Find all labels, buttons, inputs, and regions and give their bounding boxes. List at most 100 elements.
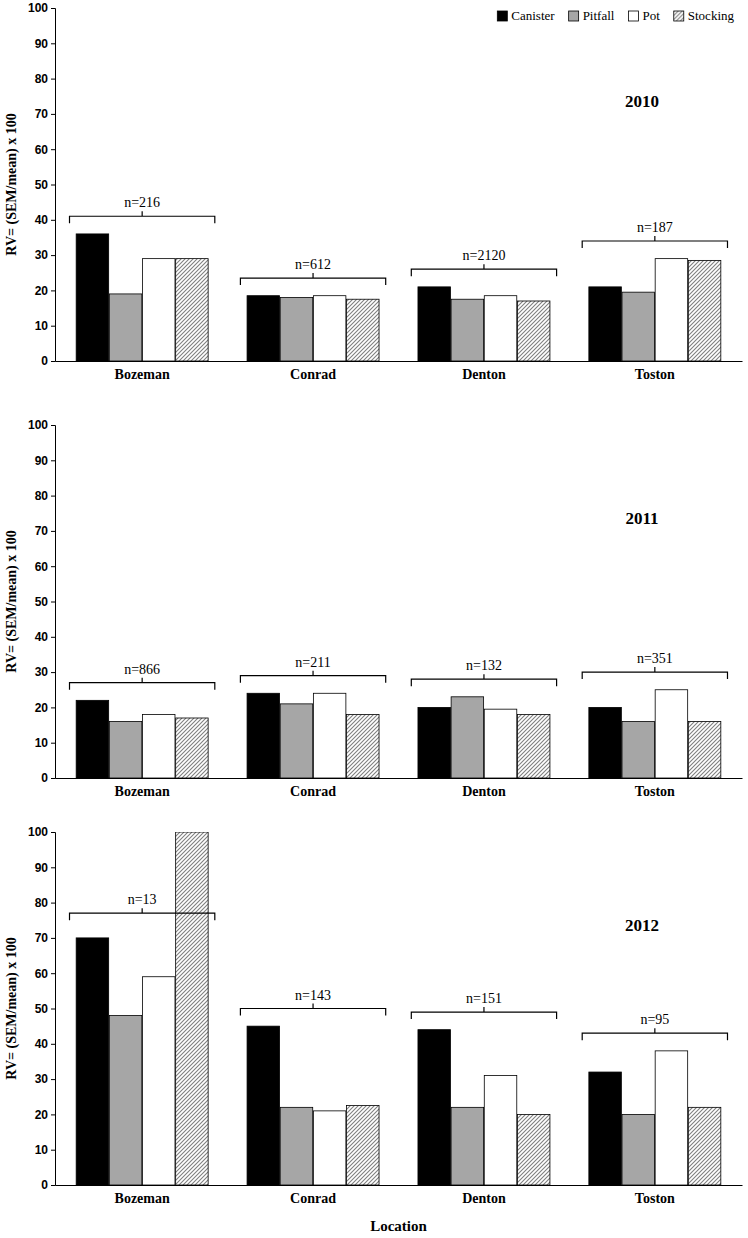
tick: 100 [28,1,55,15]
tick: 0 [41,354,55,368]
bar [247,693,279,778]
bar [451,299,483,361]
tick-mark [51,531,55,532]
tick-mark [51,326,55,327]
tick: Denton [462,778,506,799]
bar [142,977,174,1185]
bar [280,297,312,361]
annotation: n=216 [124,195,160,210]
tick-label: 20 [35,701,49,715]
tick-label: 30 [35,665,49,679]
bracket [240,671,385,683]
tick-label: Toston [635,367,675,382]
x-axis: BozemanConradDentonToston [56,778,743,799]
legend-item: Stocking [674,8,735,23]
tick-label: 40 [35,213,49,227]
bar [418,287,450,361]
tick: 60 [35,560,55,574]
tick-label: 60 [35,967,49,981]
tick-label: 10 [35,1143,49,1157]
tick: Bozeman [115,778,170,799]
bracket [582,667,727,679]
tick-mark [51,903,55,904]
bar [313,693,345,778]
bar [688,1107,720,1185]
y-axis: 0102030405060708090100 [28,825,56,1192]
bar [589,287,621,361]
tick-label: 90 [35,861,49,875]
tick: 10 [35,1143,55,1157]
bracket [70,908,215,920]
tick-mark [51,114,55,115]
tick: 80 [35,896,55,910]
tick-mark [51,1185,55,1186]
tick: 40 [35,1037,55,1051]
tick: 70 [35,107,55,121]
tick-mark [51,1150,55,1151]
panel: 0102030405060708090100BozemanConradDento… [4,1,743,382]
bar [109,722,141,778]
tick-label: Denton [462,367,506,382]
tick-mark [51,255,55,256]
tick-label: 50 [35,178,49,192]
tick: Toston [635,778,675,799]
bar [109,294,141,361]
bracket [70,678,215,690]
legend-swatch [497,11,507,21]
bar [247,1026,279,1185]
tick-label: 30 [35,1072,49,1086]
figure: 0 10 20 30 40 50 60 70 80 90 100 Bozeman Conrad Dento… [0,0,748,1238]
tick-mark [51,1114,55,1115]
legend-label: Stocking [688,8,735,23]
bar [484,296,516,361]
tick-label: 10 [35,736,49,750]
bracket [411,674,556,686]
tick-label: Denton [462,784,506,799]
bar [688,722,720,778]
tick-mark [51,566,55,567]
bar [347,1106,379,1185]
tick-mark [51,8,55,9]
tick-mark [51,220,55,221]
bar [176,259,208,361]
bracket [582,1028,727,1040]
y-axis: 0102030405060708090100 [28,418,56,785]
tick-mark [51,1079,55,1080]
tick-label: 30 [35,248,49,262]
bar [76,700,108,778]
axis-title: Location [370,1218,427,1234]
legend-label: Canister [511,8,555,23]
tick-mark [51,938,55,939]
annotation: n=2120 [462,248,505,263]
tick-label: Toston [635,1191,675,1206]
annotation: n=211 [295,655,330,670]
bar [484,709,516,778]
bar [142,259,174,361]
tick-mark [51,778,55,779]
tick: Conrad [290,361,336,382]
title: 2012 [625,916,659,935]
bar [176,718,208,778]
tick: 70 [35,524,55,538]
tick: 10 [35,319,55,333]
tick-label: 40 [35,630,49,644]
legend: CanisterPitfallPotStocking [497,8,734,23]
bar [347,714,379,778]
tick-label: 50 [35,1002,49,1016]
tick-label: Denton [462,1191,506,1206]
legend-item: Pitfall [569,8,615,23]
tick: 100 [28,825,55,839]
bar [589,707,621,778]
bars [76,690,721,778]
tick: 50 [35,595,55,609]
tick-label: 100 [28,1,48,15]
bracket [240,1004,385,1016]
tick: Denton [462,1185,506,1206]
tick-mark [51,1044,55,1045]
tick-label: Conrad [290,367,336,382]
tick: 60 [35,967,55,981]
bar [688,260,720,361]
tick: 40 [35,213,55,227]
bar [655,690,687,778]
tick: Toston [635,361,675,382]
